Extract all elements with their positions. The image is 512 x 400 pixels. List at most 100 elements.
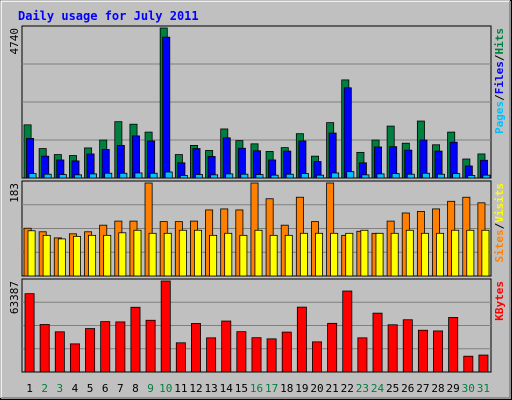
legend-entry: / [493, 94, 506, 101]
bar-files-day-22 [343, 87, 352, 179]
bars [23, 27, 491, 179]
bar-kbytes-day-14 [221, 320, 232, 373]
legend: Sites/Visits [493, 183, 506, 263]
bar-pages-day-16 [255, 174, 264, 179]
panel-kbytes: 63387 KBytes [8, 278, 506, 373]
bar-sites-day-22 [345, 232, 354, 277]
bar-kbytes-day-23 [357, 337, 368, 373]
bar-files-day-10 [162, 36, 171, 179]
max-value-label: 183 [8, 183, 21, 203]
bar-pages-day-26 [406, 173, 415, 179]
bar-pages-day-22 [346, 171, 355, 179]
bar-kbytes-day-11 [175, 342, 186, 373]
bar-kbytes-day-21 [327, 322, 338, 373]
bar-kbytes-day-28 [433, 330, 444, 373]
bar-kbytes-day-12 [191, 323, 201, 373]
bar-sites-day-23 [360, 229, 369, 277]
legend-entry: / [493, 54, 506, 61]
bar-sites-day-15 [239, 234, 248, 277]
bar-files-day-14 [222, 137, 231, 179]
bar-pages-day-6 [104, 172, 113, 179]
bars [23, 182, 490, 277]
max-value-label: 63387 [8, 281, 21, 314]
bar-sites-day-5 [88, 234, 97, 277]
bar-sites-day-9 [148, 232, 157, 277]
bar-files-day-29 [449, 141, 458, 179]
x-tick-label: 29 [447, 382, 460, 395]
legend-entry: Files [493, 61, 506, 94]
bar-sites-day-17 [269, 234, 278, 277]
bar-sites-day-10 [163, 232, 172, 277]
bar-sites-day-1 [27, 230, 36, 277]
bar-sites-day-30 [466, 229, 475, 277]
bar-pages-day-10 [164, 171, 173, 179]
bar-kbytes-day-25 [387, 324, 398, 373]
bar-pages-day-11 [179, 175, 188, 179]
bar-pages-day-13 [210, 174, 219, 179]
x-tick-label: 9 [147, 382, 154, 395]
chart-title: Daily usage for July 2011 [18, 9, 199, 23]
x-tick-label: 2 [41, 382, 48, 395]
bar-kbytes-day-16 [251, 337, 262, 373]
bar-kbytes-day-26 [402, 319, 413, 373]
bar-pages-day-15 [240, 173, 249, 179]
bar-sites-day-7 [118, 232, 127, 277]
bar-pages-day-24 [376, 173, 385, 179]
x-tick-label: 15 [235, 382, 248, 395]
legend-entry: Pages [493, 101, 506, 134]
x-tick-label: 18 [280, 382, 293, 395]
bar-pages-day-5 [89, 173, 98, 179]
bar-visits-day-9 [144, 182, 153, 277]
bar-pages-day-23 [361, 174, 370, 179]
bar-sites-day-28 [436, 232, 445, 277]
bar-sites-day-3 [57, 238, 66, 277]
bar-sites-day-19 [299, 232, 308, 277]
bar-sites-day-16 [254, 229, 263, 277]
x-tick-label: 1 [26, 382, 33, 395]
bar-kbytes-day-7 [115, 321, 126, 373]
x-tick-label: 26 [401, 382, 414, 395]
x-tick-label: 20 [310, 382, 323, 395]
legend-entry: KBytes [493, 281, 506, 321]
bar-kbytes-day-6 [100, 321, 111, 373]
bar-pages-day-30 [467, 175, 476, 179]
bar-sites-day-18 [284, 234, 293, 277]
bar-sites-day-14 [224, 232, 233, 277]
bar-kbytes-day-24 [372, 312, 383, 373]
bar-kbytes-day-15 [236, 331, 247, 373]
bar-kbytes-day-10 [160, 280, 171, 373]
bar-kbytes-day-2 [39, 324, 50, 373]
bar-files-day-27 [419, 139, 428, 179]
x-tick-label: 19 [295, 382, 308, 395]
bar-sites-day-27 [420, 232, 429, 277]
x-tick-label: 16 [250, 382, 263, 395]
x-tick-label: 23 [356, 382, 369, 395]
bar-pages-day-27 [421, 172, 430, 179]
x-tick-label: 21 [326, 382, 339, 395]
bar-sites-day-31 [481, 229, 490, 277]
x-tick-label: 31 [477, 382, 490, 395]
x-tick-label: 7 [117, 382, 124, 395]
bar-files-day-8 [132, 135, 140, 179]
x-tick-label: 6 [102, 382, 109, 395]
bar-pages-day-12 [195, 174, 203, 179]
bar-files-day-15 [237, 147, 246, 179]
bar-pages-day-4 [73, 174, 82, 179]
bar-sites-day-2 [42, 234, 51, 277]
bar-pages-day-7 [119, 172, 128, 179]
bar-sites-day-26 [405, 229, 414, 277]
bar-pages-day-1 [28, 173, 37, 179]
bar-kbytes-day-8 [130, 306, 141, 373]
x-tick-label: 13 [204, 382, 217, 395]
bar-pages-day-8 [134, 172, 143, 179]
bar-kbytes-day-31 [478, 354, 489, 373]
bar-kbytes-day-27 [417, 329, 428, 373]
x-tick-label: 10 [159, 382, 172, 395]
chart-panels: 4740Pages/Files/Hits183Sites/Visits63387… [8, 25, 506, 373]
bar-sites-day-11 [178, 229, 187, 277]
panel-visits-sites: 183 Sites/Visits [8, 180, 506, 277]
bar-pages-day-2 [43, 173, 52, 179]
